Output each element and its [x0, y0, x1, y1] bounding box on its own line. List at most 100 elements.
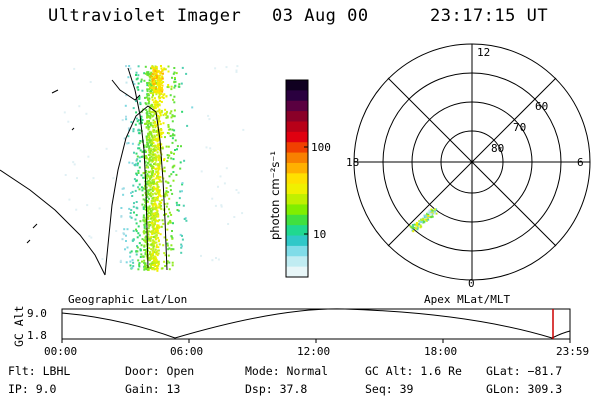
emission-pixel [148, 75, 151, 78]
emission-pixel [168, 175, 171, 178]
emission-pixel [152, 145, 155, 147]
emission-pixel [145, 103, 148, 106]
emission-pixel [166, 181, 169, 184]
emission-pixel [140, 80, 143, 83]
emission-pixel [149, 185, 152, 188]
emission-pixel [137, 169, 140, 172]
emission-pixel [168, 132, 171, 135]
emission-pixel [153, 260, 156, 263]
emission-pixel [105, 147, 108, 150]
emission-pixel [152, 142, 155, 145]
emission-pixel [152, 243, 155, 245]
apex-caption: Apex MLat/MLT [424, 293, 511, 306]
emission-pixel [86, 204, 89, 207]
emission-pixel [412, 225, 414, 228]
emission-pixel [140, 244, 143, 247]
emission-pixel [144, 236, 147, 239]
emission-pixel [147, 126, 150, 129]
emission-pixel [173, 67, 176, 69]
emission-pixel [170, 157, 173, 160]
emission-pixel [419, 220, 422, 223]
emission-pixel [174, 149, 176, 151]
emission-pixel [115, 230, 118, 232]
emission-pixel [156, 224, 159, 227]
emission-pixel [159, 195, 162, 198]
emission-pixel [139, 220, 142, 223]
image-time: 23:17:15 UT [430, 6, 549, 26]
emission-pixel [157, 136, 160, 139]
emission-pixel [137, 65, 140, 68]
emission-pixel [173, 86, 176, 89]
emission-pixel [153, 73, 156, 76]
emission-pixel [151, 206, 154, 209]
emission-pixel [134, 189, 137, 192]
emission-pixel [160, 100, 163, 103]
emission-pixel [237, 191, 240, 194]
emission-pixel [135, 159, 138, 162]
emission-pixel [67, 120, 70, 123]
emission-pixel [152, 83, 155, 86]
emission-pixel [146, 161, 149, 164]
emission-pixel [149, 214, 152, 217]
emission-pixel [138, 262, 141, 265]
emission-pixel [145, 235, 148, 238]
emission-pixel [153, 163, 155, 166]
emission-pixel [147, 128, 150, 131]
emission-pixel [135, 201, 138, 203]
emission-pixel [153, 203, 156, 206]
emission-pixel [143, 267, 146, 269]
emission-pixel [129, 264, 132, 267]
emission-pixel [176, 145, 179, 148]
emission-pixel [164, 254, 167, 257]
emission-pixel [149, 121, 152, 124]
emission-pixel [141, 189, 144, 192]
emission-pixel [186, 124, 189, 127]
emission-pixel [146, 113, 149, 116]
emission-pixel [150, 133, 153, 136]
emission-pixel [179, 167, 182, 170]
emission-pixel [152, 219, 155, 222]
emission-pixel [144, 262, 147, 265]
emission-pixel [145, 241, 148, 244]
emission-pixel [128, 207, 131, 210]
emission-pixel [207, 114, 210, 117]
emission-pixel [211, 197, 214, 200]
emission-pixel [156, 120, 159, 123]
emission-pixel [162, 244, 165, 247]
emission-pixel [147, 212, 150, 214]
emission-pixel [158, 200, 161, 203]
emission-pixel [233, 216, 236, 218]
colorbar-band [286, 194, 308, 206]
emission-pixel [155, 158, 158, 161]
emission-pixel [170, 248, 173, 251]
emission-pixel [166, 86, 169, 88]
emission-pixel [151, 110, 154, 113]
emission-pixel [155, 226, 158, 229]
emission-pixel [161, 90, 164, 93]
emission-pixel [150, 184, 153, 187]
emission-pixel [173, 129, 176, 132]
emission-pixel [166, 260, 169, 263]
emission-pixel [155, 72, 158, 75]
colorbar-tick-label-10: 10 [313, 228, 326, 241]
emission-pixel [136, 120, 139, 123]
emission-pixel [124, 248, 126, 251]
emission-pixel [152, 92, 155, 95]
mlt-label-6: 6 [577, 156, 584, 169]
emission-pixel [147, 233, 150, 236]
emission-pixel [153, 231, 156, 234]
emission-pixel [145, 230, 148, 233]
emission-pixel [166, 160, 169, 163]
emission-pixel [185, 72, 188, 75]
emission-pixel [413, 223, 416, 226]
emission-pixel [155, 156, 158, 159]
emission-pixel [150, 170, 153, 173]
emission-pixel [152, 151, 154, 154]
emission-pixel [157, 206, 160, 209]
emission-pixel [158, 81, 161, 84]
emission-pixel [144, 253, 147, 255]
emission-pixel [158, 94, 161, 97]
emission-pixel [152, 250, 155, 253]
emission-pixel [433, 210, 436, 213]
emission-pixel [140, 115, 143, 118]
